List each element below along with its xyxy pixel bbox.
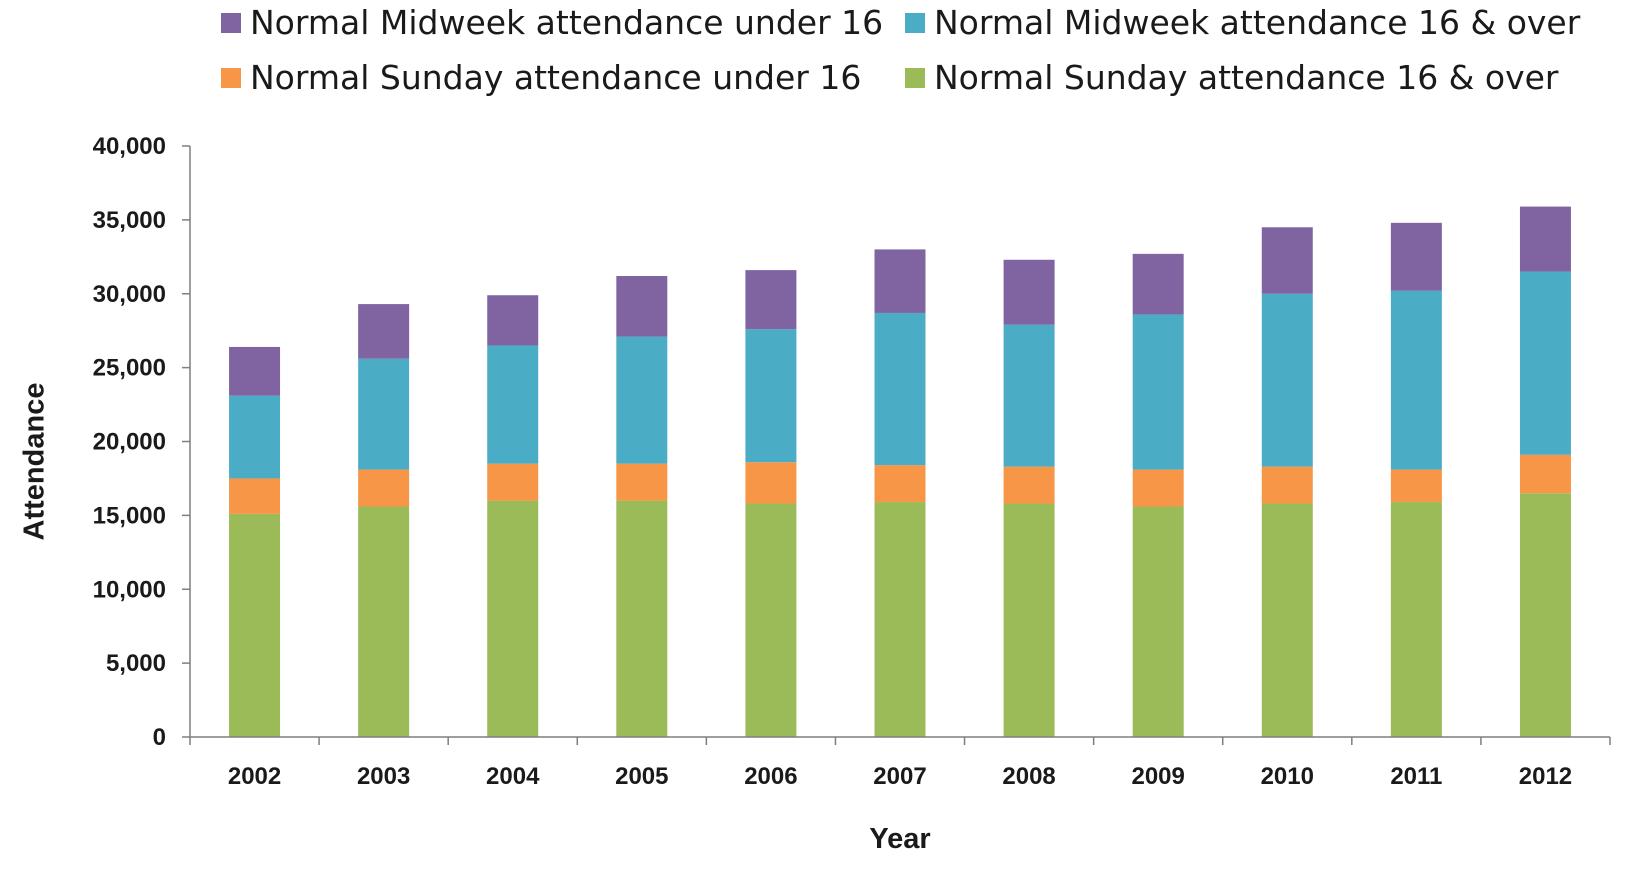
bar-segment-2005-series-3 xyxy=(616,276,668,337)
bar-segment-2002-series-3 xyxy=(229,346,281,396)
legend-swatch xyxy=(221,68,241,88)
bar-segment-2012-series-0 xyxy=(1519,493,1571,737)
y-tick-label: 10,000 xyxy=(93,576,166,603)
bar-segment-2005-series-0 xyxy=(616,500,668,737)
bar-segment-2004-series-2 xyxy=(487,345,539,464)
bar-segment-2010-series-0 xyxy=(1261,503,1313,737)
bar-segment-2011-series-2 xyxy=(1390,290,1442,470)
bar-segment-2012-series-2 xyxy=(1519,271,1571,455)
x-tick-label: 2006 xyxy=(744,763,797,790)
bar-segment-2007-series-1 xyxy=(874,465,926,503)
x-tick-label: 2005 xyxy=(615,763,668,790)
legend-swatch xyxy=(905,68,925,88)
bar-segment-2003-series-1 xyxy=(358,469,410,507)
bar-segment-2009-series-3 xyxy=(1132,253,1184,315)
x-tick-label: 2004 xyxy=(486,763,540,790)
bar-segment-2010-series-2 xyxy=(1261,293,1313,467)
bar-segment-2006-series-2 xyxy=(745,329,797,463)
bar-segment-2012-series-3 xyxy=(1519,206,1571,272)
y-tick-label: 35,000 xyxy=(93,207,166,234)
bar-segment-2011-series-3 xyxy=(1390,222,1442,291)
x-tick-label: 2011 xyxy=(1390,763,1442,790)
bar-segment-2011-series-1 xyxy=(1390,469,1442,503)
bar-segment-2002-series-1 xyxy=(229,478,281,514)
y-tick-label: 40,000 xyxy=(93,133,166,160)
bar-segment-2004-series-1 xyxy=(487,463,539,501)
y-tick-label: 30,000 xyxy=(93,281,166,308)
bar-segment-2004-series-3 xyxy=(487,295,539,346)
y-tick-label: 5,000 xyxy=(106,650,166,677)
bar-segment-2006-series-3 xyxy=(745,270,797,330)
x-tick-label: 2003 xyxy=(357,763,410,790)
x-axis-title: Year xyxy=(869,823,930,855)
bar-segment-2005-series-1 xyxy=(616,463,668,501)
bar-segment-2006-series-0 xyxy=(745,503,797,737)
x-tick-label: 2007 xyxy=(873,763,926,790)
y-tick-label: 0 xyxy=(153,724,166,751)
x-tick-label: 2002 xyxy=(228,763,281,790)
x-tick-label: 2010 xyxy=(1261,763,1314,790)
bar-segment-2005-series-2 xyxy=(616,336,668,464)
y-axis-title: Attendance xyxy=(19,383,51,541)
x-tick-label: 2012 xyxy=(1519,763,1572,790)
x-tick-label: 2008 xyxy=(1002,763,1055,790)
bar-segment-2010-series-1 xyxy=(1261,466,1313,504)
bar-segment-2007-series-3 xyxy=(874,249,926,313)
bar-segment-2010-series-3 xyxy=(1261,227,1313,294)
x-axis: 2002 2003 2004 2005 2006 2007 2008 2009 2010 2011… xyxy=(189,736,1611,790)
bar-segment-2002-series-2 xyxy=(229,395,281,479)
legend-label: Normal Sunday attendance under 16 xyxy=(250,58,861,97)
bar-segment-2008-series-3 xyxy=(1003,259,1055,325)
bar-segment-2006-series-1 xyxy=(745,462,797,504)
bar-segment-2008-series-1 xyxy=(1003,466,1055,504)
bar-segment-2012-series-1 xyxy=(1519,454,1571,494)
bar-segment-2008-series-2 xyxy=(1003,324,1055,467)
legend-label: Normal Midweek attendance 16 & over xyxy=(934,3,1581,42)
bar-segment-2003-series-2 xyxy=(358,358,410,470)
bar-segment-2004-series-0 xyxy=(487,500,539,737)
bar-segment-2007-series-0 xyxy=(874,502,926,737)
bar-segment-2009-series-2 xyxy=(1132,314,1184,470)
legend-swatch xyxy=(905,13,925,33)
bar-segment-2009-series-0 xyxy=(1132,506,1184,737)
bar-segment-2007-series-2 xyxy=(874,312,926,466)
x-tick-label: 2009 xyxy=(1131,763,1184,790)
y-axis: 0 5,000 10,000 15,000 20,000 25,000 30,000 35,0… xyxy=(93,133,191,751)
y-tick-label: 20,000 xyxy=(93,429,166,456)
bar-segment-2008-series-0 xyxy=(1003,503,1055,737)
bars-group xyxy=(229,206,1571,737)
bar-segment-2009-series-1 xyxy=(1132,469,1184,507)
legend-label: Normal Sunday attendance 16 & over xyxy=(934,58,1559,97)
bar-segment-2003-series-3 xyxy=(358,304,410,359)
legend: Normal Midweek attendance under 16 Normal… xyxy=(221,3,1581,97)
legend-label: Normal Midweek attendance under 16 xyxy=(250,3,883,42)
bar-segment-2011-series-0 xyxy=(1390,502,1442,737)
legend-swatch xyxy=(221,13,241,33)
y-tick-label: 25,000 xyxy=(93,355,166,382)
bar-segment-2003-series-0 xyxy=(358,506,410,737)
y-tick-label: 15,000 xyxy=(93,502,166,529)
bar-segment-2002-series-0 xyxy=(229,513,281,737)
